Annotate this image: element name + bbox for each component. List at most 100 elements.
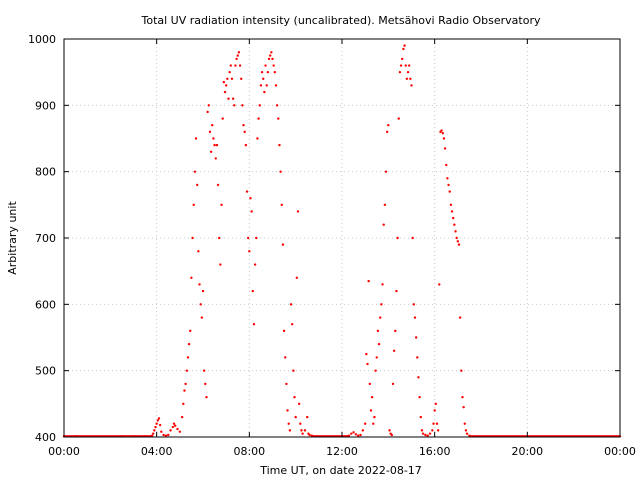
data-point [449,203,453,207]
data-point [392,349,396,352]
data-point [278,143,281,147]
data-point [236,54,239,57]
data-point [227,97,230,100]
data-point [222,80,226,84]
data-point [154,425,157,429]
data-point [440,129,443,132]
data-point [448,190,451,193]
data-point [404,64,407,67]
data-point [162,433,165,437]
data-point [255,236,258,240]
data-point [284,356,287,359]
y-axis-label: Arbitrary unit [6,201,19,275]
y-tick-label: 1000 [28,33,56,46]
y-tick-label: 700 [35,232,56,245]
data-point [220,203,223,207]
data-point [176,427,179,431]
y-tick-label: 800 [35,166,56,179]
data-point [396,236,399,240]
data-point [273,70,277,74]
data-point [438,283,441,286]
data-point [171,425,175,429]
data-point [192,203,195,207]
data-point [241,104,244,107]
data-point [366,362,369,366]
data-point [271,57,274,61]
data-point [199,303,202,306]
data-point [367,279,370,283]
data-point [296,210,300,213]
data-point [365,352,368,356]
data-point [231,97,235,100]
data-point [215,143,219,147]
data-point [200,316,204,319]
data-point [428,432,432,435]
data-point [182,402,185,406]
data-point [414,336,418,339]
data-point [156,419,160,422]
data-point [237,51,241,54]
data-point [198,283,201,286]
data-point [277,117,280,120]
data-point [218,236,221,240]
y-tick-label: 500 [35,365,56,378]
data-point [240,77,243,81]
data-point [221,117,224,120]
data-point [382,223,385,226]
data-point [253,263,257,266]
data-point [398,70,402,74]
data-point [377,342,381,346]
data-point [211,124,214,127]
data-point [189,329,192,333]
data-point [280,203,283,207]
data-point [379,316,382,319]
data-point [270,51,273,54]
axis-ticks: 00:00 04:00 08:00 12:00 16:00 20:00 00:0040050… [28,33,636,458]
data-point [245,190,249,193]
data-point [178,430,182,433]
data-point [287,422,290,425]
data-point [184,382,187,386]
x-tick-label: 08:00 [233,445,265,458]
data-point [363,422,367,425]
data-point [196,183,199,187]
data-point [262,77,265,81]
data-point [207,104,210,107]
data-point [424,433,427,437]
data-point [458,316,462,319]
data-point [251,289,255,293]
y-tick-label: 400 [35,431,56,444]
data-point [369,409,373,412]
data-point [233,104,236,107]
data-point [432,422,435,425]
data-point [445,163,448,167]
x-tick-label: 16:00 [419,445,451,458]
data-point [235,57,238,61]
data-point [289,303,293,306]
data-point [250,210,253,213]
data-point [453,223,456,226]
data-point [295,276,299,279]
data-point [303,429,307,432]
data-point [216,183,220,187]
data-point [223,90,227,94]
data-point [160,430,163,433]
data-point [409,77,412,81]
data-point [202,369,206,372]
data-point [155,422,158,425]
data-point [390,433,394,437]
x-axis-label: Time UT, on date 2022-08-17 [259,464,422,477]
data-point [260,70,264,74]
data-point [294,415,297,419]
data-point [455,236,458,240]
data-point [191,236,194,240]
data-point [436,429,440,432]
data-point [395,289,398,293]
data-point [410,84,413,87]
data-point [372,422,375,425]
data-point [374,369,377,372]
data-point [244,143,248,147]
data-point [442,137,446,140]
data-point [258,104,261,107]
data-point [391,382,395,386]
